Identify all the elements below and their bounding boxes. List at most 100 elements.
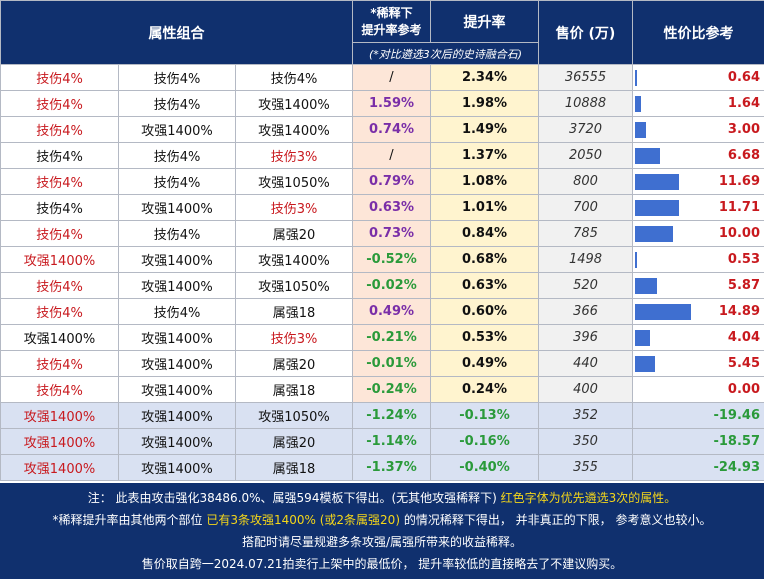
ratio-cell: 3.00 [632,116,764,143]
ratio-value: -19.46 [713,408,760,423]
dilution-cell: -0.02% [352,272,431,299]
table-row: 技伤4% 技伤4% 属强18 0.49% 0.60% 366 14.89 [0,298,764,325]
dilution-cell: 0.49% [352,298,431,325]
ratio-value: 11.71 [718,200,760,215]
note-line-4: 售价取自跨一2024.07.21拍卖行上架中的最低价， 提升率较低的直接略去了不… [141,557,623,571]
ratio-value: 10.00 [718,226,760,241]
ratio-cell: 0.00 [632,376,764,403]
table-row: 技伤4% 攻强1400% 技伤3% 0.63% 1.01% 700 11.71 [0,194,764,221]
increase-cell: 0.53% [430,324,539,351]
attr-1-cell: 技伤4% [0,376,119,403]
table-row: 技伤4% 技伤4% 攻强1050% 0.79% 1.08% 800 11.69 [0,168,764,195]
increase-cell: 1.49% [430,116,539,143]
ratio-bar [635,356,656,372]
price-cell: 396 [538,324,633,351]
increase-cell: 1.98% [430,90,539,117]
attr-1-cell: 技伤4% [0,90,119,117]
table-row: 技伤4% 攻强1400% 属强20 -0.01% 0.49% 440 5.45 [0,350,764,377]
table-row: 技伤4% 攻强1400% 属强18 -0.24% 0.24% 400 0.00 [0,376,764,403]
ratio-cell: 1.64 [632,90,764,117]
dilution-cell: 0.63% [352,194,431,221]
price-cell: 355 [538,454,633,481]
ratio-bar [635,70,638,86]
dilution-cell: -0.52% [352,246,431,273]
ratio-value: 0.64 [727,70,760,85]
ratio-bar [635,304,691,320]
increase-cell: -0.16% [430,428,539,455]
price-cell: 352 [538,402,633,429]
increase-cell: 0.24% [430,376,539,403]
ratio-value: 4.04 [727,330,760,345]
header-dilution-line1: *稀释下 [370,5,413,20]
note-line-2-highlight: 已有3条攻强1400% (或2条属强20) [206,513,401,527]
attr-3-cell: 技伤3% [235,194,353,221]
price-cell: 440 [538,350,633,377]
ratio-value: 6.68 [727,148,760,163]
ratio-cell: 11.69 [632,168,764,195]
header-dilution: *稀释下 提升率参考 [352,0,431,43]
ratio-cell: -24.93 [632,454,764,481]
note-line-1: 注： 此表由攻击强化38486.0%、属强594模板下得出。(无其他攻强稀释下)… [0,487,764,509]
price-cell: 366 [538,298,633,325]
increase-cell: 0.84% [430,220,539,247]
note-line-2: *稀释提升率由其他两个部位 已有3条攻强1400% (或2条属强20) 的情况稀… [0,509,764,531]
attr-3-cell: 攻强1050% [235,272,353,299]
increase-cell: 1.37% [430,142,539,169]
ratio-bar [635,330,651,346]
note-line-1-text: 注： 此表由攻击强化38486.0%、属强594模板下得出。(无其他攻强稀释下) [87,491,501,505]
attr-1-cell: 攻强1400% [0,428,119,455]
attr-2-cell: 攻强1400% [118,272,236,299]
attr-2-cell: 技伤4% [118,142,236,169]
attr-3-cell: 属强18 [235,376,353,403]
attr-3-cell: 技伤3% [235,324,353,351]
dilution-cell: -1.24% [352,402,431,429]
attr-2-cell: 技伤4% [118,168,236,195]
attr-2-cell: 技伤4% [118,220,236,247]
attr-3-cell: 攻强1400% [235,246,353,273]
dilution-cell: -0.01% [352,350,431,377]
table-row: 技伤4% 攻强1400% 攻强1400% 0.74% 1.49% 3720 3.00 [0,116,764,143]
attr-1-cell: 技伤4% [0,220,119,247]
attr-1-cell: 攻强1400% [0,454,119,481]
dilution-cell: -1.37% [352,454,431,481]
table-row: 技伤4% 攻强1400% 攻强1050% -0.02% 0.63% 520 5.87 [0,272,764,299]
ratio-bar [635,96,642,112]
table-body: 技伤4% 技伤4% 技伤4%/2.34% 36555 0.64 技伤4% 技伤4% 攻强140… [0,64,764,481]
attr-2-cell: 攻强1400% [118,324,236,351]
table-row: 攻强1400% 攻强1400% 属强20 -1.14% -0.16% 350 -18.57 [0,428,764,455]
header-attr-combo: 属性组合 [0,0,353,65]
ratio-cell: 0.53 [632,246,764,273]
ratio-cell: 6.68 [632,142,764,169]
ratio-cell: 5.87 [632,272,764,299]
price-cell: 36555 [538,64,633,91]
attr-2-cell: 技伤4% [118,64,236,91]
attr-3-cell: 属强18 [235,298,353,325]
ratio-bar [635,148,661,164]
attr-1-cell: 技伤4% [0,116,119,143]
price-cell: 800 [538,168,633,195]
ratio-value: 3.00 [727,122,760,137]
attr-1-cell: 技伤4% [0,64,119,91]
header-increase: 提升率 [430,0,539,43]
table-row: 技伤4% 技伤4% 攻强1400% 1.59% 1.98% 10888 1.64 [0,90,764,117]
price-cell: 3720 [538,116,633,143]
attr-1-cell: 技伤4% [0,194,119,221]
attr-2-cell: 攻强1400% [118,454,236,481]
dilution-cell: -0.24% [352,376,431,403]
increase-cell: 1.08% [430,168,539,195]
attr-3-cell: 攻强1050% [235,168,353,195]
ratio-value: 1.64 [727,96,760,111]
table-row: 攻强1400% 攻强1400% 属强18 -1.37% -0.40% 355 -24.93 [0,454,764,481]
price-cell: 10888 [538,90,633,117]
attr-3-cell: 攻强1050% [235,402,353,429]
price-cell: 520 [538,272,633,299]
attr-1-cell: 攻强1400% [0,246,119,273]
attr-3-cell: 属强18 [235,454,353,481]
increase-cell: 1.01% [430,194,539,221]
price-cell: 1498 [538,246,633,273]
increase-cell: 0.68% [430,246,539,273]
ratio-value: 5.87 [727,278,760,293]
price-cell: 785 [538,220,633,247]
table-row: 技伤4% 技伤4% 技伤3%/1.37% 2050 6.68 [0,142,764,169]
